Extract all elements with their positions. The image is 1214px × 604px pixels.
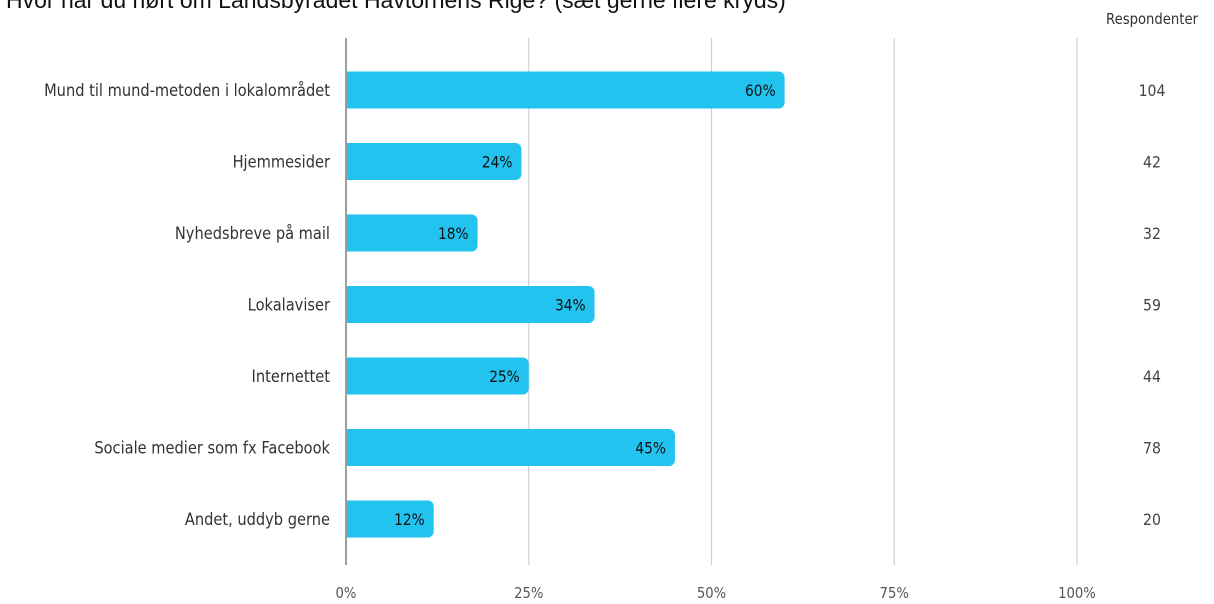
respondent-count: 59 <box>1143 296 1161 315</box>
x-tick-label: 100% <box>1058 585 1096 602</box>
x-tick-label: 75% <box>880 585 909 602</box>
data-label: 24% <box>482 152 513 171</box>
respondent-count: 20 <box>1143 510 1161 529</box>
category-label: Nyhedsbreve på mail <box>175 223 330 243</box>
respondent-count: 78 <box>1143 439 1161 458</box>
x-tick-label: 50% <box>697 585 726 602</box>
data-label: 12% <box>394 510 425 529</box>
bar <box>346 71 785 109</box>
respondents-header: Respondenter <box>1106 10 1198 28</box>
bar-base <box>346 500 354 538</box>
bar-base <box>346 357 354 395</box>
category-label: Internettet <box>252 366 330 386</box>
bar <box>346 286 595 323</box>
bar <box>346 357 529 395</box>
bar-base <box>346 286 354 323</box>
data-label: 45% <box>635 438 666 457</box>
bar-base <box>346 214 354 252</box>
respondent-count: 32 <box>1143 224 1161 243</box>
respondent-count: 44 <box>1143 367 1161 386</box>
bar-base <box>346 143 354 180</box>
data-label: 60% <box>745 81 776 100</box>
bar <box>346 500 434 538</box>
bar-base <box>346 71 354 109</box>
data-label: 25% <box>489 367 520 386</box>
bar <box>346 429 675 466</box>
category-label: Lokalaviser <box>248 294 331 314</box>
data-label: 18% <box>438 224 469 243</box>
bar <box>346 143 522 180</box>
x-tick-label: 0% <box>336 585 357 602</box>
respondent-count: 42 <box>1143 153 1161 172</box>
chart-title: Hvor har du hørt om Landsbyrådet Havtorn… <box>6 0 786 13</box>
respondent-count: 104 <box>1139 81 1166 100</box>
category-label: Sociale medier som fx Facebook <box>94 437 330 457</box>
category-label: Mund til mund-metoden i lokalområdet <box>44 80 330 100</box>
x-tick-label: 25% <box>514 585 543 602</box>
category-label: Andet, uddyb gerne <box>185 509 330 529</box>
bar <box>346 214 478 252</box>
category-label: Hjemmesider <box>233 151 331 171</box>
bar-base <box>346 429 354 466</box>
data-label: 34% <box>555 295 586 314</box>
